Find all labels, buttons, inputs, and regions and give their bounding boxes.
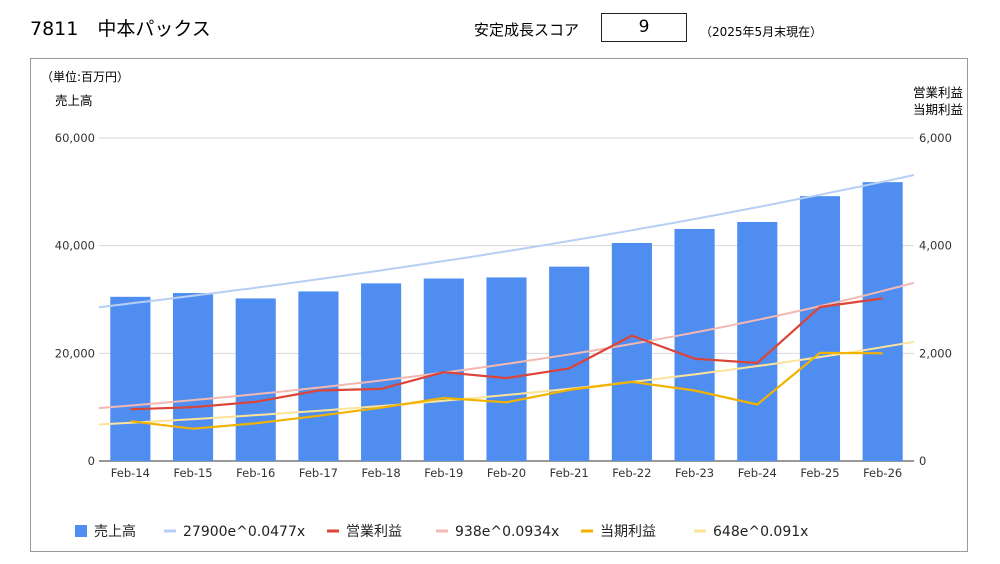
x-tick-label: Feb-15 (173, 466, 212, 480)
left-tick-label: 20,000 (55, 346, 95, 360)
x-tick-label: Feb-14 (111, 466, 150, 480)
legend-label: 営業利益 (346, 524, 402, 540)
bar-sales (172, 293, 214, 461)
x-tick-label: Feb-18 (362, 466, 401, 480)
trendline-3 (98, 340, 915, 426)
legend-label: 売上高 (94, 523, 136, 540)
line-net-profit (130, 351, 883, 430)
left-tick-label: 60,000 (55, 131, 95, 145)
bar-sales (737, 221, 778, 461)
score-value-box: 9 (601, 13, 687, 42)
as-of-date: （2025年5月末現在） (700, 25, 823, 39)
unit-note: （単位:百万円） (41, 69, 129, 84)
chart-frame: 0 20,000 40,000 60,000 0 2,000 4,000 6,000 （単位:百… (30, 58, 968, 552)
bar-sales (862, 182, 903, 461)
left-axis-title: 売上高 (55, 93, 93, 108)
x-tick-label: Feb-23 (675, 466, 714, 480)
bar-sales (486, 277, 527, 461)
legend-label: 27900e^0.0477x (183, 524, 305, 540)
score-label: 安定成長スコア (474, 21, 580, 39)
right-tick-label: 0 (919, 454, 926, 468)
bar-sales (235, 298, 276, 461)
bar-sales (674, 228, 715, 461)
left-tick-label: 0 (88, 454, 95, 468)
legend-swatch-bar (75, 525, 87, 537)
bar-sales (110, 296, 151, 461)
combo-chart: 0 20,000 40,000 60,000 0 2,000 4,000 6,000 （単位:百… (41, 69, 963, 540)
x-tick-label: Feb-22 (612, 466, 651, 480)
trendline-1 (98, 174, 915, 309)
bar-sales (361, 283, 402, 461)
left-tick-label: 40,000 (55, 239, 95, 253)
right-axis-title-1: 営業利益 (913, 85, 963, 100)
legend-label: 648e^0.091x (713, 524, 808, 540)
x-tick-label: Feb-19 (424, 466, 463, 480)
x-tick-label: Feb-21 (550, 466, 589, 480)
trendline-2 (98, 281, 915, 410)
bar-sales (549, 266, 590, 461)
right-tick-label: 6,000 (919, 131, 952, 145)
right-tick-label: 4,000 (919, 239, 952, 253)
bar-sales (423, 278, 464, 461)
x-tick-label: Feb-26 (863, 466, 902, 480)
header-title: 7811 中本パックス (30, 18, 211, 40)
x-tick-label: Feb-20 (487, 466, 526, 480)
bar-sales (298, 291, 339, 461)
legend-label: 938e^0.0934x (455, 524, 559, 540)
right-axis-title-2: 当期利益 (913, 102, 963, 117)
x-tick-label: Feb-24 (738, 466, 777, 480)
x-tick-label: Feb-17 (299, 466, 338, 480)
line-operating-profit (130, 297, 883, 411)
bar-sales (611, 242, 652, 461)
legend-label: 当期利益 (600, 524, 656, 540)
x-tick-label: Feb-25 (800, 466, 839, 480)
bar-sales (799, 196, 841, 461)
right-tick-label: 2,000 (919, 346, 952, 360)
x-tick-label: Feb-16 (236, 466, 275, 480)
